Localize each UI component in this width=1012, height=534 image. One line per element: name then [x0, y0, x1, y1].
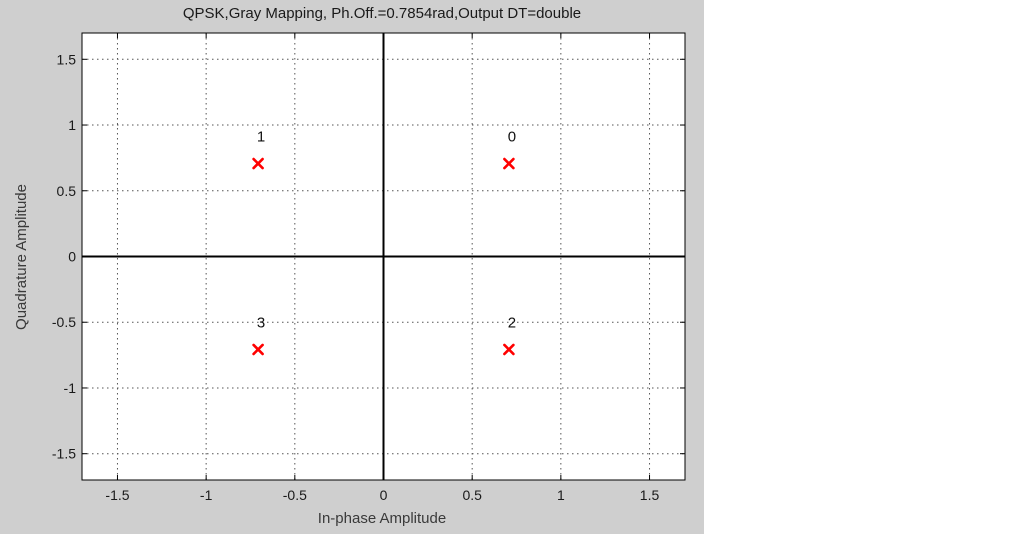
x-axis-ticks: -1.5 -1 -0.5 0 0.5 1 1.5 — [105, 33, 659, 503]
y-tick-label: 0 — [68, 249, 76, 265]
x-tick-label: -0.5 — [283, 487, 307, 503]
point-label: 2 — [508, 314, 516, 331]
constellation-point: 3 — [252, 314, 265, 356]
y-tick-label: 0.5 — [57, 183, 77, 199]
x-marker-stroke — [252, 157, 264, 170]
x-axis-label: In-phase Amplitude — [318, 510, 446, 527]
x-marker-stroke — [252, 343, 264, 356]
scatter-plot: QPSK,Gray Mapping, Ph.Off.=0.7854rad,Out… — [13, 5, 686, 527]
y-tick-label: -0.5 — [52, 314, 76, 330]
point-label: 1 — [257, 129, 265, 146]
x-tick-label: 1.5 — [640, 487, 660, 503]
chart-title: QPSK,Gray Mapping, Ph.Off.=0.7854rad,Out… — [183, 5, 581, 22]
x-tick-label: 0.5 — [462, 487, 482, 503]
origin-axes — [82, 33, 685, 480]
x-marker-stroke — [503, 343, 515, 356]
constellation-point: 2 — [503, 314, 516, 356]
y-axis-label: Quadrature Amplitude — [13, 184, 30, 330]
constellation-point: 0 — [503, 129, 516, 170]
y-tick-label: -1 — [64, 380, 77, 396]
constellation-points: 0 1 2 3 — [252, 129, 516, 356]
x-tick-label: -1.5 — [105, 487, 129, 503]
x-marker-stroke — [503, 157, 515, 170]
figure-window: QPSK,Gray Mapping, Ph.Off.=0.7854rad,Out… — [0, 0, 704, 534]
x-tick-label: 1 — [557, 487, 565, 503]
point-label: 0 — [508, 129, 516, 146]
y-tick-label: 1.5 — [57, 51, 77, 67]
y-axis-ticks: -1.5 -1 -0.5 0 0.5 1 1.5 — [52, 51, 685, 462]
constellation-point: 1 — [252, 129, 265, 170]
y-tick-label: 1 — [68, 117, 76, 133]
y-tick-label: -1.5 — [52, 446, 76, 462]
x-tick-label: 0 — [380, 487, 388, 503]
x-tick-label: -1 — [200, 487, 213, 503]
point-label: 3 — [257, 314, 265, 331]
